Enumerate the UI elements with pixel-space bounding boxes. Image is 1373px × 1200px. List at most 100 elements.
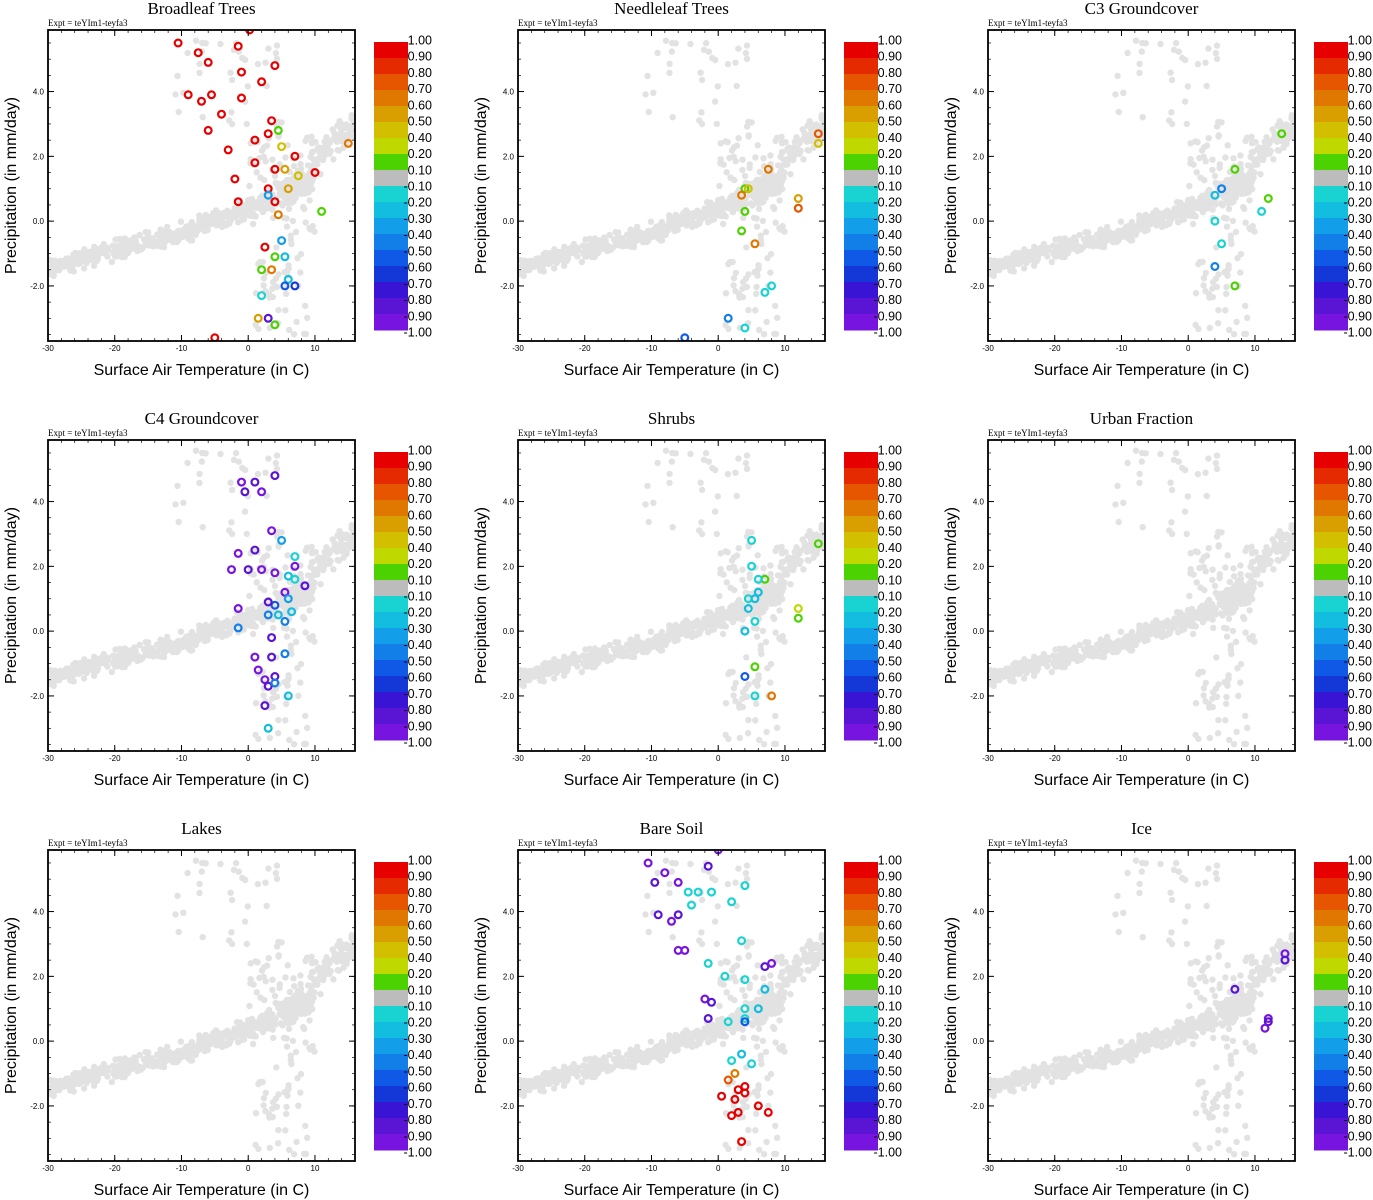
background-point	[285, 262, 292, 269]
background-point	[810, 554, 817, 561]
background-point	[192, 447, 200, 454]
colorbar-label: 0.40	[878, 131, 902, 145]
data-point	[813, 539, 823, 549]
background-point	[63, 665, 70, 672]
background-point	[672, 621, 679, 629]
background-point	[180, 499, 187, 506]
background-point	[764, 665, 771, 672]
background-point	[1019, 258, 1026, 265]
colorbar-segment	[844, 660, 878, 677]
background-point	[772, 592, 779, 599]
y-axis-label: Precipitation (in mm/day)	[943, 97, 960, 274]
data-point	[173, 38, 183, 48]
background-point	[706, 621, 714, 629]
background-point	[226, 527, 233, 534]
background-point	[1214, 320, 1222, 327]
data-point	[197, 96, 207, 106]
background-point	[700, 456, 708, 463]
background-point	[580, 660, 587, 667]
background-point	[767, 679, 774, 686]
background-point	[301, 330, 308, 338]
background-point	[1266, 140, 1273, 147]
background-point	[555, 664, 563, 671]
background-point	[549, 668, 556, 675]
background-point	[262, 59, 269, 66]
x-axis-label: Surface Air Temperature (in C)	[94, 362, 310, 379]
background-point	[290, 163, 298, 170]
background-point	[1015, 250, 1022, 258]
background-point	[1202, 158, 1209, 165]
background-point	[739, 285, 746, 292]
data-point	[223, 145, 233, 155]
colorbar-label: 0.20	[878, 147, 902, 161]
background-point	[285, 205, 293, 212]
background-point	[1274, 146, 1281, 154]
colorbar-label: 0.60	[878, 98, 902, 112]
background-point	[634, 223, 641, 231]
background-point	[286, 326, 293, 334]
x-tick-label: -30	[512, 754, 524, 763]
data-point	[280, 649, 290, 659]
background-point	[526, 670, 534, 677]
background-point	[270, 624, 277, 632]
chart-title: Urban Fraction	[1090, 409, 1194, 428]
background-point	[293, 728, 300, 736]
data-point	[753, 574, 763, 584]
background-point	[630, 646, 637, 653]
background-point	[767, 562, 774, 569]
background-point	[246, 205, 253, 213]
colorbar-label: -0.80	[1344, 293, 1373, 307]
background-point	[716, 592, 723, 600]
x-tick-label: 10	[1251, 344, 1260, 353]
background-point	[249, 220, 257, 228]
background-point	[520, 272, 527, 280]
background-point	[335, 543, 343, 550]
background-point	[578, 668, 585, 676]
colorbar-segment	[374, 452, 408, 469]
background-point	[790, 156, 797, 164]
colorbar-segment	[1314, 314, 1348, 331]
background-point	[246, 615, 253, 623]
background-point	[275, 306, 282, 314]
background-point	[350, 528, 355, 535]
background-point	[519, 261, 526, 269]
background-point	[1276, 118, 1283, 125]
colorbar-segment	[374, 724, 408, 741]
background-point	[244, 83, 251, 90]
background-point	[1229, 217, 1237, 225]
background-point	[290, 741, 298, 748]
background-point	[698, 109, 705, 116]
background-point	[642, 91, 649, 98]
background-point	[756, 168, 764, 176]
background-point	[260, 282, 267, 289]
data-point	[753, 587, 763, 597]
background-point	[265, 290, 273, 298]
background-point	[714, 196, 722, 204]
data-point	[747, 535, 757, 545]
background-point	[331, 539, 338, 547]
background-point	[645, 637, 652, 644]
background-point	[1166, 117, 1173, 124]
background-point	[1225, 180, 1232, 188]
background-point	[722, 548, 729, 555]
data-point	[280, 281, 290, 291]
background-point	[1129, 224, 1136, 231]
background-point	[273, 55, 281, 63]
background-point	[722, 290, 730, 297]
background-point	[612, 229, 619, 236]
background-point	[779, 148, 787, 155]
background-point	[774, 572, 782, 579]
background-point	[781, 638, 788, 645]
data-point	[260, 675, 270, 685]
background-point	[746, 571, 753, 578]
background-point	[1209, 285, 1216, 292]
background-point	[735, 290, 743, 298]
x-tick-label: 10	[781, 754, 790, 763]
background-point	[115, 242, 122, 249]
background-point	[771, 585, 779, 592]
colorbar-segment	[374, 122, 408, 139]
background-point	[116, 645, 123, 652]
y-tick-label: 4.0	[973, 88, 985, 97]
x-axis-label: Surface Air Temperature (in C)	[94, 772, 310, 789]
background-point	[222, 632, 230, 639]
